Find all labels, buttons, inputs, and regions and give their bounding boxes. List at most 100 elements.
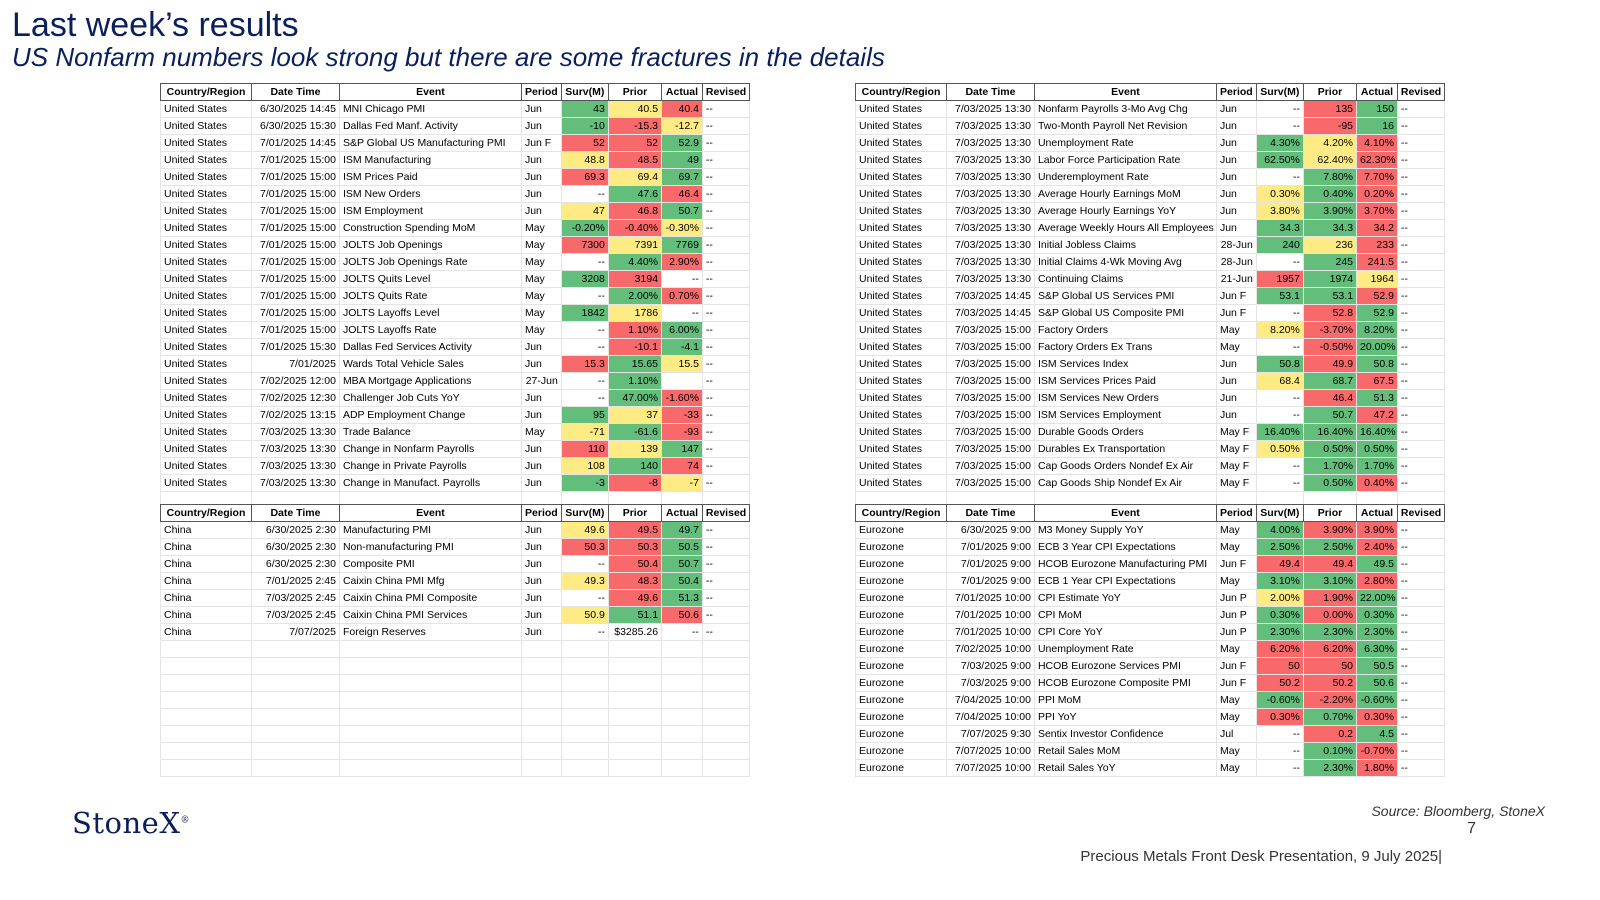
revised-cell: --	[1396, 355, 1446, 373]
blank-cell	[560, 657, 609, 675]
survey-cell: 2.30%	[1255, 623, 1304, 641]
actual-cell: 0.70%	[661, 287, 703, 305]
actual-cell: 241.5	[1356, 253, 1398, 271]
period-cell: Jun	[520, 521, 562, 539]
prior-cell: -10.1	[607, 338, 663, 356]
prior-cell: 49.5	[607, 521, 663, 539]
event-cell: Initial Claims 4-Wk Moving Avg	[1033, 253, 1217, 271]
country-cell: Eurozone	[855, 657, 947, 675]
revised-cell: --	[1396, 219, 1446, 237]
period-cell: 28-Jun	[1215, 253, 1257, 271]
revised-cell: --	[1396, 423, 1446, 441]
header-row: Country/Region Date Time Event Period Surv(M…	[855, 504, 1446, 522]
date-time-cell: 7/01/2025 9:00	[946, 538, 1035, 556]
blank-cell	[607, 657, 663, 675]
revised-cell: --	[701, 202, 751, 220]
actual-cell: 50.7	[661, 202, 703, 220]
revised-cell: --	[1396, 117, 1446, 135]
event-cell: Caixin China PMI Composite	[338, 589, 522, 607]
page-subtitle: US Nonfarm numbers look strong but there…	[12, 42, 885, 72]
table-row: Eurozone 7/04/2025 10:00 PPI YoY May 0.30% 0.…	[855, 708, 1446, 726]
prior-cell: 37	[607, 406, 663, 424]
country-cell: Eurozone	[855, 725, 947, 743]
revised-cell: --	[1396, 725, 1446, 743]
blank-cell	[560, 674, 609, 692]
event-cell: Challenger Job Cuts YoY	[338, 389, 522, 407]
country-cell: Eurozone	[855, 640, 947, 658]
date-time-cell: 7/01/2025 10:00	[946, 623, 1035, 641]
date-time-cell: 7/03/2025 13:30	[946, 219, 1035, 237]
period-cell: Jun P	[1215, 606, 1257, 624]
survey-cell: 6.20%	[1255, 640, 1304, 658]
survey-cell: --	[560, 389, 609, 407]
prior-cell: 139	[607, 440, 663, 458]
event-cell: Construction Spending MoM	[338, 219, 522, 237]
event-cell: JOLTS Quits Rate	[338, 287, 522, 305]
revised-cell: --	[1396, 287, 1446, 305]
prior-cell: 47.6	[607, 185, 663, 203]
survey-cell: 15.3	[560, 355, 609, 373]
country-cell: United States	[855, 389, 947, 407]
actual-cell: 2.30%	[1356, 623, 1398, 641]
country-cell: United States	[160, 168, 252, 186]
country-cell: United States	[855, 168, 947, 186]
table-row: United States 7/01/2025 15:00 JOLTS Quits …	[160, 270, 751, 288]
revised-cell: --	[1396, 708, 1446, 726]
country-cell: Eurozone	[855, 538, 947, 556]
survey-cell: --	[1255, 742, 1304, 760]
actual-cell: 2.40%	[1356, 538, 1398, 556]
survey-cell: 49.6	[560, 521, 609, 539]
country-cell: China	[160, 555, 252, 573]
actual-cell: 49.5	[1356, 555, 1398, 573]
blank-cell	[520, 759, 562, 777]
date-time-cell: 7/07/2025 10:00	[946, 759, 1035, 777]
blank-cell	[560, 742, 609, 760]
period-cell: 21-Jun	[1215, 270, 1257, 288]
blank-cell	[520, 742, 562, 760]
table-row: Eurozone 7/01/2025 9:00 ECB 1 Year CPI Exp…	[855, 572, 1446, 590]
actual-cell: 6.00%	[661, 321, 703, 339]
table-row: Eurozone 7/03/2025 9:00 HCOB Eurozone Serv…	[855, 657, 1446, 675]
date-time-cell: 7/01/2025 14:45	[251, 134, 340, 152]
prior-cell: -2.20%	[1302, 691, 1358, 709]
prior-cell: 34.3	[1302, 219, 1358, 237]
survey-cell: --	[1255, 117, 1304, 135]
date-time-cell: 7/03/2025 9:00	[946, 657, 1035, 675]
period-cell: May	[1215, 521, 1257, 539]
table-row: United States 7/03/2025 15:00 Cap Goods Sh…	[855, 474, 1446, 492]
period-cell: Jun	[520, 457, 562, 475]
survey-cell: --	[1255, 474, 1304, 492]
revised-cell: --	[1396, 304, 1446, 322]
blank-cell	[661, 691, 703, 709]
event-cell: Durables Ex Transportation	[1033, 440, 1217, 458]
survey-cell: 110	[560, 440, 609, 458]
period-cell: Jun	[520, 151, 562, 169]
blank-cell	[251, 640, 340, 658]
survey-cell: 50.3	[560, 538, 609, 556]
column-header-period: Period	[1215, 504, 1257, 522]
blank-row	[160, 742, 751, 760]
table-row: Eurozone 7/07/2025 10:00 Retail Sales MoM M…	[855, 742, 1446, 760]
table-row: Eurozone 7/07/2025 9:30 Sentix Investor Co…	[855, 725, 1446, 743]
event-cell: JOLTS Quits Level	[338, 270, 522, 288]
prior-cell: $3285.26	[607, 623, 663, 641]
column-header-survey: Surv(M)	[560, 83, 609, 101]
date-time-cell: 7/01/2025 15:00	[251, 304, 340, 322]
period-cell: Jun	[520, 100, 562, 118]
prior-cell: -61.6	[607, 423, 663, 441]
event-cell: Sentix Investor Confidence	[1033, 725, 1217, 743]
prior-cell: 4.20%	[1302, 134, 1358, 152]
table-row: United States 7/01/2025 15:00 JOLTS Layoff…	[160, 321, 751, 339]
actual-cell: 52.9	[1356, 304, 1398, 322]
period-cell: Jun F	[520, 134, 562, 152]
event-cell: Two-Month Payroll Net Revision	[1033, 117, 1217, 135]
country-cell: China	[160, 589, 252, 607]
country-cell: United States	[160, 372, 252, 390]
survey-cell: -0.20%	[560, 219, 609, 237]
revised-cell: --	[701, 555, 751, 573]
table-row: United States 7/01/2025 15:00 JOLTS Layoff…	[160, 304, 751, 322]
revised-cell: --	[1396, 185, 1446, 203]
table-row: United States 7/03/2025 15:00 ISM Services…	[855, 372, 1446, 390]
actual-cell: --	[661, 270, 703, 288]
blank-row	[160, 640, 751, 658]
